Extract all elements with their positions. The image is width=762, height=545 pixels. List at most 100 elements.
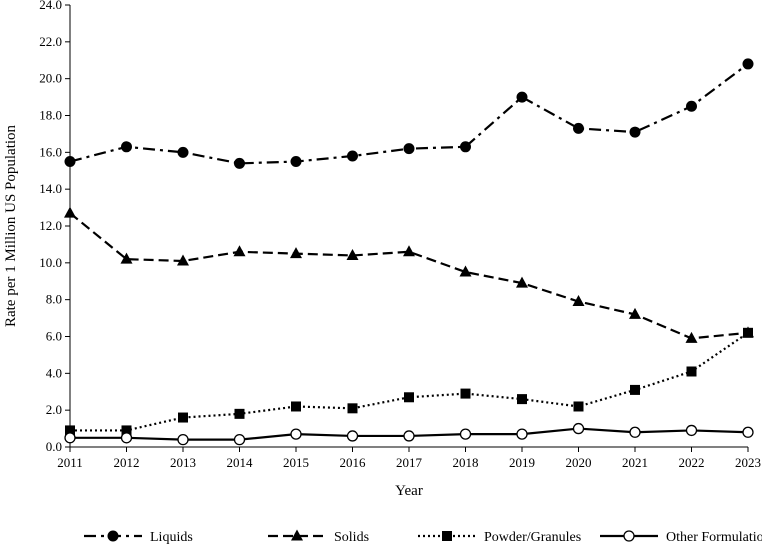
legend-label-other-formulations: Other Formulations xyxy=(666,530,762,545)
data-point-liquids xyxy=(121,141,132,153)
data-point-solids xyxy=(572,295,585,307)
x-tick-label: 2023 xyxy=(735,455,761,470)
data-point-solids xyxy=(629,307,641,319)
data-point-solids xyxy=(290,247,302,259)
data-point-other-formulations xyxy=(177,433,189,446)
y-tick-label: 16.0 xyxy=(39,144,62,159)
data-point-liquids xyxy=(460,141,471,153)
data-point-powder-granules xyxy=(404,392,414,403)
y-tick-label: 14.0 xyxy=(39,181,62,196)
x-tick-label: 2017 xyxy=(396,455,423,470)
y-axis-title: Rate per 1 Million US Population xyxy=(3,124,19,327)
y-tick-label: 12.0 xyxy=(39,218,62,233)
x-tick-label: 2015 xyxy=(283,455,309,470)
data-point-liquids xyxy=(573,122,584,134)
x-axis-title: Year xyxy=(395,483,423,499)
data-point-powder-granules xyxy=(460,388,471,399)
series-liquids xyxy=(64,58,754,169)
data-point-liquids xyxy=(347,150,358,162)
x-tick-label: 2016 xyxy=(340,455,367,470)
legend-item-other-formulations: Other Formulations xyxy=(600,530,762,545)
x-tick-label: 2013 xyxy=(170,455,196,470)
y-tick-label: 2.0 xyxy=(46,402,62,417)
data-point-powder-granules xyxy=(517,394,527,405)
legend-marker-other-formulations xyxy=(623,530,635,542)
legend-label-liquids: Liquids xyxy=(150,530,193,545)
y-tick-label: 24.0 xyxy=(39,0,62,12)
data-point-other-formulations xyxy=(516,428,528,440)
series-layer xyxy=(64,58,754,446)
data-point-other-formulations xyxy=(346,430,359,442)
data-point-other-formulations xyxy=(572,422,585,435)
data-point-other-formulations xyxy=(403,430,415,442)
data-point-liquids xyxy=(234,157,245,169)
y-tick-label: 8.0 xyxy=(46,292,62,307)
data-point-powder-granules xyxy=(630,384,640,395)
x-tick-label: 2022 xyxy=(679,455,705,470)
x-tick-label: 2018 xyxy=(453,455,479,470)
x-tick-label: 2012 xyxy=(114,455,140,470)
data-point-solids xyxy=(516,276,528,288)
data-point-solids xyxy=(177,254,189,266)
x-tick-label: 2014 xyxy=(227,455,254,470)
data-point-solids xyxy=(685,331,698,343)
y-tick-label: 22.0 xyxy=(39,34,62,49)
y-tick-label: 18.0 xyxy=(39,108,62,123)
series-line-solids xyxy=(69,212,749,340)
data-point-liquids xyxy=(629,126,641,138)
data-point-liquids xyxy=(177,146,189,158)
legend-marker-solids xyxy=(291,529,303,541)
y-tick-label: 0.0 xyxy=(46,439,62,454)
data-point-other-formulations xyxy=(233,433,246,446)
data-point-other-formulations xyxy=(629,426,641,438)
series-powder-granules xyxy=(65,327,753,436)
data-point-powder-granules xyxy=(686,366,697,377)
legend-marker-powder-granules xyxy=(442,531,452,541)
legend-item-solids: Solids xyxy=(268,529,369,545)
data-point-solids xyxy=(233,245,246,257)
data-point-other-formulations xyxy=(742,426,754,438)
data-point-liquids xyxy=(686,100,697,112)
data-point-solids xyxy=(120,252,133,264)
legend: Liquids Solids Powder/Granules Other Formul… xyxy=(84,529,762,545)
y-tick-label: 20.0 xyxy=(39,71,62,86)
data-point-other-formulations xyxy=(64,432,76,444)
data-point-other-formulations xyxy=(459,428,472,440)
legend-marker-liquids xyxy=(107,530,119,542)
data-point-powder-granules xyxy=(743,327,753,338)
data-point-powder-granules xyxy=(234,408,245,419)
x-tick-label: 2019 xyxy=(509,455,535,470)
legend-item-powder-granules: Powder/Granules xyxy=(418,530,581,545)
data-point-solids xyxy=(346,248,359,260)
data-point-other-formulations xyxy=(120,432,133,444)
data-point-solids xyxy=(459,265,472,277)
data-point-powder-granules xyxy=(291,401,301,412)
data-point-powder-granules xyxy=(65,425,75,436)
data-point-solids xyxy=(64,206,76,218)
legend-label-solids: Solids xyxy=(334,530,369,545)
data-point-liquids xyxy=(742,58,754,70)
data-point-liquids xyxy=(403,143,415,155)
data-point-liquids xyxy=(64,156,76,168)
y-tick-label: 6.0 xyxy=(46,329,62,344)
legend-item-liquids: Liquids xyxy=(84,530,193,545)
data-point-powder-granules xyxy=(347,403,358,414)
series-solids xyxy=(64,206,754,343)
data-point-solids xyxy=(403,245,415,257)
y-tick-label: 10.0 xyxy=(39,255,62,270)
x-tick-label: 2020 xyxy=(566,455,592,470)
x-tick-label: 2021 xyxy=(622,455,648,470)
series-line-powder-granules xyxy=(70,331,749,432)
data-point-powder-granules xyxy=(121,425,132,436)
series-other-formulations xyxy=(64,422,754,446)
data-point-liquids xyxy=(290,156,302,168)
axes: 0.0 2.0 4.0 6.0 8.0 10.0 12.0 14.0 16.0 18.0 20.0 2… xyxy=(39,0,761,470)
y-tick-label: 4.0 xyxy=(46,365,62,380)
data-point-other-formulations xyxy=(685,424,698,437)
data-point-powder-granules xyxy=(573,401,584,412)
data-point-powder-granules xyxy=(178,412,188,423)
data-point-liquids xyxy=(516,91,528,103)
legend-label-powder-granules: Powder/Granules xyxy=(484,530,581,545)
data-point-other-formulations xyxy=(290,428,302,440)
